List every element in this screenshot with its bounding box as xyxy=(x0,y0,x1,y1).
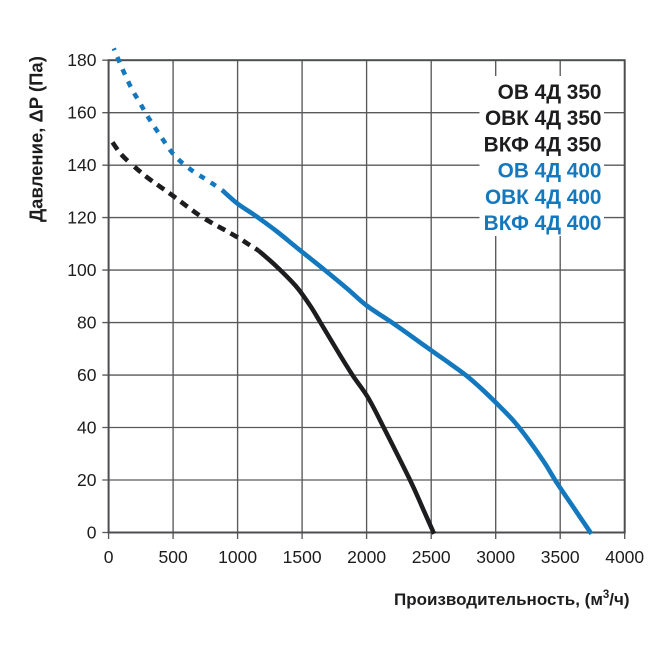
svg-text:40: 40 xyxy=(77,418,97,438)
svg-text:0: 0 xyxy=(104,547,114,567)
svg-text:140: 140 xyxy=(67,155,96,175)
svg-text:3000: 3000 xyxy=(476,547,515,567)
svg-text:ОВ 4Д 350: ОВ 4Д 350 xyxy=(498,81,602,104)
svg-text:2000: 2000 xyxy=(347,547,386,567)
svg-text:ОВК 4Д 400: ОВК 4Д 400 xyxy=(485,186,602,209)
svg-text:ОВ 4Д 400: ОВ 4Д 400 xyxy=(498,160,602,183)
svg-text:100: 100 xyxy=(67,260,96,280)
svg-text:1500: 1500 xyxy=(283,547,322,567)
svg-text:120: 120 xyxy=(67,208,96,228)
svg-text:60: 60 xyxy=(77,365,97,385)
svg-text:ОВК 4Д 350: ОВК 4Д 350 xyxy=(485,107,602,130)
svg-text:1000: 1000 xyxy=(218,547,257,567)
svg-text:2500: 2500 xyxy=(412,547,451,567)
svg-text:160: 160 xyxy=(67,103,96,123)
svg-text:Производительность, (м3/ч): Производительность, (м3/ч) xyxy=(394,589,630,609)
svg-text:20: 20 xyxy=(77,470,97,490)
svg-text:4000: 4000 xyxy=(605,547,644,567)
svg-text:Давление, ΔP (Па): Давление, ΔP (Па) xyxy=(26,56,47,222)
svg-text:500: 500 xyxy=(158,547,187,567)
svg-text:180: 180 xyxy=(67,50,96,70)
svg-text:ВКФ 4Д 400: ВКФ 4Д 400 xyxy=(484,212,602,235)
svg-text:0: 0 xyxy=(87,523,97,543)
svg-text:80: 80 xyxy=(77,313,97,333)
svg-text:ВКФ 4Д 350: ВКФ 4Д 350 xyxy=(484,133,602,156)
svg-text:3500: 3500 xyxy=(541,547,580,567)
